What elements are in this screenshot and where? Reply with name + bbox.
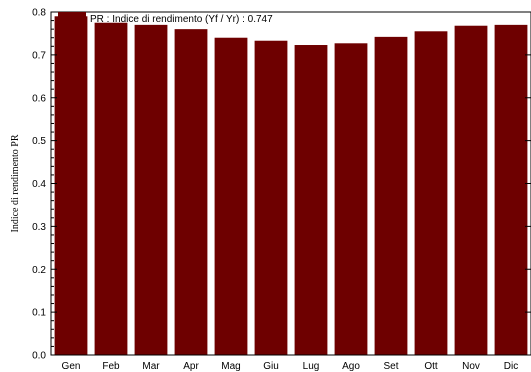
bar-lug [294, 45, 328, 356]
bar-apr [174, 29, 208, 356]
x-tick-label: Ago [342, 361, 360, 372]
x-tick-label: Mag [221, 361, 240, 372]
legend: PR : Indice di rendimento (Yf / Yr) : 0.… [58, 12, 273, 25]
y-tick-label: 0.2 [32, 265, 46, 276]
bars-group [54, 16, 528, 356]
x-tick-label: Mar [142, 361, 160, 372]
bar-giu [254, 40, 288, 355]
y-tick-label: 0.0 [32, 351, 46, 362]
bar-mar [134, 24, 168, 356]
y-axis-label: Indice di rendimento PR [10, 134, 21, 232]
y-tick-label: 0.3 [32, 222, 46, 233]
bar-nov [454, 25, 488, 355]
x-tick-label: Gen [62, 361, 81, 372]
bar-dic [494, 24, 528, 356]
x-tick-label: Dic [504, 361, 518, 372]
y-axis: 0.0 0.1 0.2 0.3 0.4 0.5 0.6 0.7 0.8 [32, 8, 531, 362]
y-tick-label: 0.6 [32, 93, 46, 104]
x-tick-label: Apr [183, 361, 199, 372]
y-tick-label: 0.1 [32, 308, 46, 319]
y-tick-label: 0.4 [32, 179, 46, 190]
x-tick-label: Feb [102, 361, 120, 372]
x-tick-label: Nov [462, 361, 480, 372]
bar-ago [334, 43, 368, 355]
bar-set [374, 36, 408, 356]
x-axis: Gen Feb Mar Apr Mag Giu Lug Ago Set Ott Nov Dic [62, 361, 519, 372]
x-tick-label: Giu [263, 361, 279, 372]
x-tick-label: Set [383, 361, 398, 372]
x-tick-label: Ott [424, 361, 438, 372]
bar-feb [94, 22, 128, 355]
y-tick-label: 0.7 [32, 50, 46, 61]
bar-ott [414, 31, 448, 355]
bar-mag [214, 37, 248, 355]
y-tick-label: 0.8 [32, 8, 46, 19]
bar-gen [54, 16, 88, 355]
x-tick-label: Lug [303, 361, 320, 372]
y-tick-label: 0.5 [32, 136, 46, 147]
legend-label: PR : Indice di rendimento (Yf / Yr) : 0.… [90, 14, 273, 25]
legend-swatch [58, 12, 86, 22]
